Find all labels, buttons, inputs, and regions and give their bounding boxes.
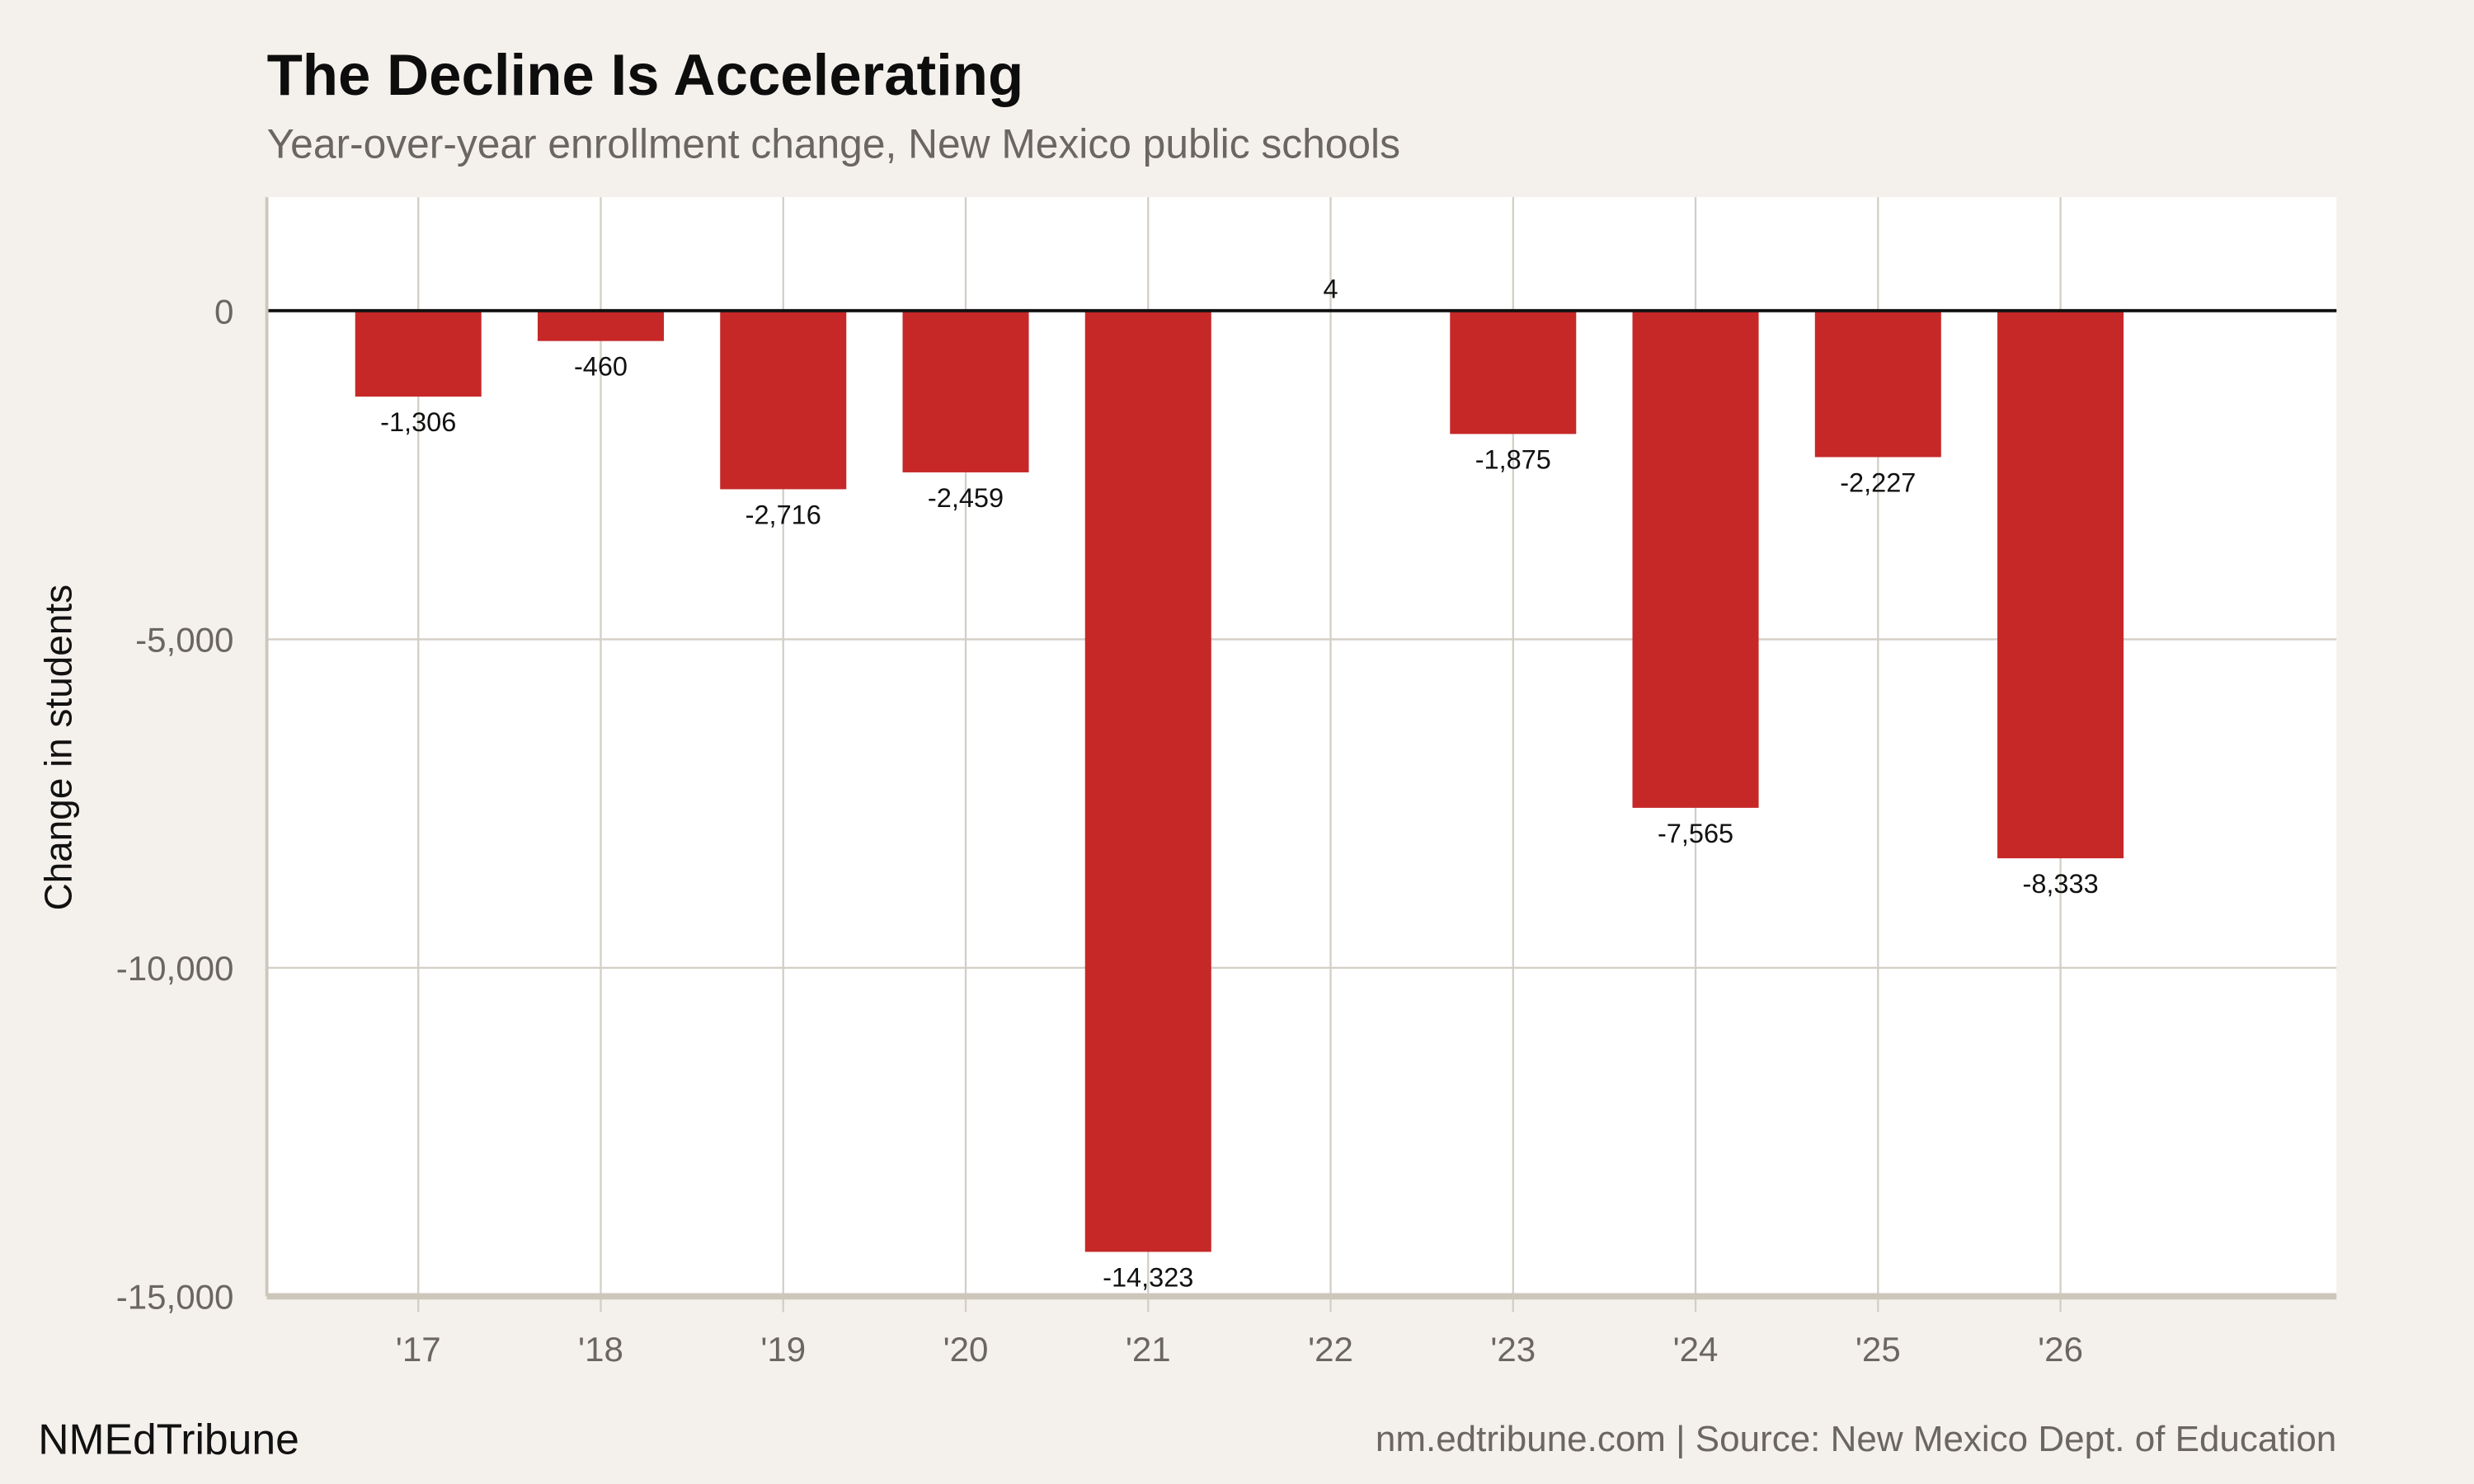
data-label: 4 xyxy=(1323,274,1338,303)
y-tick-label: -15,000 xyxy=(116,1278,234,1317)
data-label: -1,306 xyxy=(380,407,456,437)
bar-26 xyxy=(1997,310,2124,859)
plot-area xyxy=(266,197,2337,1297)
x-tick-label: '21 xyxy=(1126,1330,1171,1369)
x-tick-label: '20 xyxy=(943,1330,989,1369)
y-axis-label: Change in students xyxy=(36,585,79,910)
data-label: -14,323 xyxy=(1103,1263,1193,1293)
data-label: -2,459 xyxy=(928,483,1004,513)
y-tick-label: -10,000 xyxy=(116,949,234,988)
data-label: -460 xyxy=(574,352,628,382)
x-tick-label: '19 xyxy=(760,1330,806,1369)
data-label: -1,875 xyxy=(1475,444,1551,474)
data-label: -2,716 xyxy=(745,500,821,530)
bar-25 xyxy=(1814,310,1941,458)
data-label: -7,565 xyxy=(1658,819,1733,848)
x-tick-label: '23 xyxy=(1490,1330,1536,1369)
x-tick-label: '22 xyxy=(1308,1330,1353,1369)
bar-17 xyxy=(355,310,482,397)
x-tick-labels: '17 '18 '19 '20 '21 '22 '23 '24 '25 '26 xyxy=(396,1330,2083,1369)
data-label: -2,227 xyxy=(1840,468,1916,498)
x-tick-label: '17 xyxy=(396,1330,441,1369)
bar-20 xyxy=(902,310,1029,472)
bar-24 xyxy=(1632,310,1759,808)
bar-18 xyxy=(537,310,665,341)
bar-19 xyxy=(720,310,847,490)
x-tick-label: '24 xyxy=(1673,1330,1719,1369)
bar-21 xyxy=(1084,310,1211,1252)
bar-23 xyxy=(1450,310,1577,434)
x-tick-label: '18 xyxy=(578,1330,623,1369)
data-label: -8,333 xyxy=(2022,869,2098,899)
y-tick-label: -5,000 xyxy=(135,621,233,660)
chart-subtitle: Year-over-year enrollment change, New Me… xyxy=(267,120,1400,167)
brand-logo: NMEdTribune xyxy=(38,1416,299,1463)
bars xyxy=(355,310,2124,1252)
x-tick-label: '26 xyxy=(2038,1330,2083,1369)
source-credit: nm.edtribune.com | Source: New Mexico De… xyxy=(1376,1419,2336,1459)
x-tick-label: '25 xyxy=(1856,1330,1901,1369)
y-tick-label: 0 xyxy=(214,292,233,331)
y-tick-labels: 0 -5,000 -10,000 -15,000 xyxy=(116,292,234,1316)
chart-title: The Decline Is Accelerating xyxy=(267,42,1024,107)
data-labels: -1,306 -460 -2,716 -2,459 -14,323 4 -1,875 -7,5… xyxy=(380,274,2098,1292)
